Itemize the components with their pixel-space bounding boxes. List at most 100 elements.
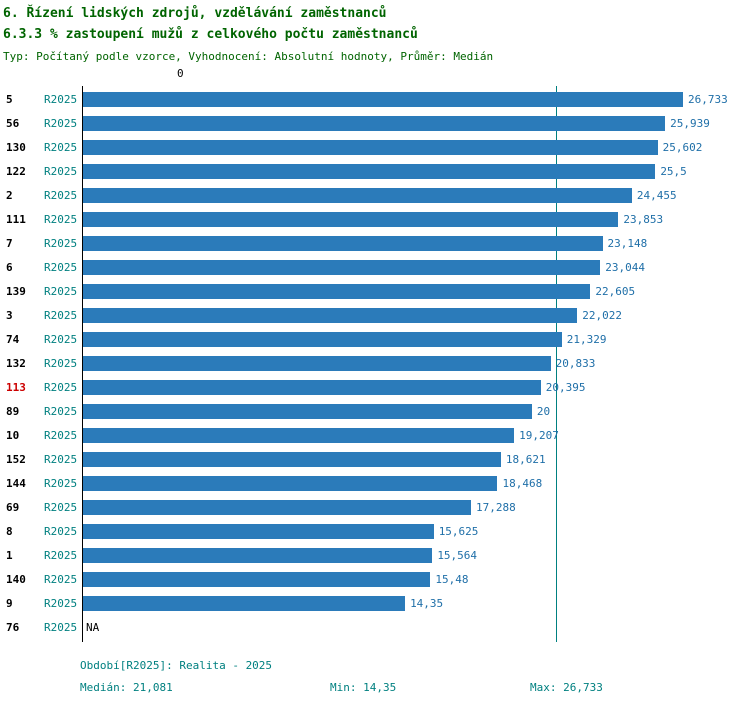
- bar: [83, 92, 683, 107]
- chart-row: 8 R2025 15,625: [0, 520, 750, 544]
- chart-row: 74 R2025 21,329: [0, 328, 750, 352]
- row-period-label: R2025: [44, 525, 78, 538]
- bar: [83, 380, 541, 395]
- bar-value-label: 15,564: [437, 549, 478, 562]
- bar: [83, 260, 601, 275]
- bar: [83, 548, 433, 563]
- bar-value-label: 15,625: [438, 525, 479, 538]
- row-period-label: R2025: [44, 453, 78, 466]
- row-period-label: R2025: [44, 405, 78, 418]
- row-id-label: 152: [6, 453, 26, 466]
- chart-row: 7 R2025 23,148: [0, 232, 750, 256]
- row-id-label: 2: [6, 189, 13, 202]
- chart-row: 56 R2025 25,939: [0, 112, 750, 136]
- chart-subtitle: Typ: Počítaný podle vzorce, Vyhodnocení:…: [3, 50, 494, 63]
- row-period-label: R2025: [44, 429, 78, 442]
- row-id-label: 3: [6, 309, 13, 322]
- chart-row: 2 R2025 24,455: [0, 184, 750, 208]
- chart-row: 144 R2025 18,468: [0, 472, 750, 496]
- chart-row: 9 R2025 14,35: [0, 592, 750, 616]
- row-id-label: 122: [6, 165, 26, 178]
- row-period-label: R2025: [44, 237, 78, 250]
- bar: [83, 116, 666, 131]
- row-id-label: 113: [6, 381, 26, 394]
- footer-min: Min: 14,35: [330, 681, 397, 694]
- bar-value-label: 23,853: [623, 213, 664, 226]
- row-id-label: 139: [6, 285, 26, 298]
- bar-value-label: 15,48: [435, 573, 469, 586]
- bar-value-label: 20: [536, 405, 551, 418]
- bar: [83, 428, 515, 443]
- y-axis-line: [82, 86, 83, 642]
- bar-value-label: 23,044: [605, 261, 645, 274]
- row-period-label: R2025: [44, 549, 78, 562]
- chart-row: 122 R2025 25,5: [0, 160, 750, 184]
- bar: [83, 404, 532, 419]
- bar-value-label: 17,288: [476, 501, 516, 514]
- bar: [83, 572, 431, 587]
- row-id-label: 5: [6, 93, 13, 106]
- bar-value-label: 24,455: [636, 189, 677, 202]
- row-period-label: R2025: [44, 213, 78, 226]
- footer-max: Max: 26,733: [530, 681, 603, 694]
- bar-value-label: 18,468: [502, 477, 543, 490]
- row-period-label: R2025: [44, 573, 78, 586]
- row-id-label: 111: [6, 213, 26, 226]
- bar-value-label: 20,833: [555, 357, 596, 370]
- row-period-label: R2025: [44, 117, 78, 130]
- row-period-label: R2025: [44, 309, 78, 322]
- row-period-label: R2025: [44, 477, 78, 490]
- row-id-label: 144: [6, 477, 26, 490]
- row-id-label: 89: [6, 405, 20, 418]
- row-period-label: R2025: [44, 621, 78, 634]
- bar: [83, 476, 498, 491]
- chart-row: 5 R2025 26,733: [0, 88, 750, 112]
- row-period-label: R2025: [44, 261, 78, 274]
- row-id-label: 76: [6, 621, 20, 634]
- row-id-label: 56: [6, 117, 20, 130]
- bar: [83, 164, 656, 179]
- bar-value-label: 26,733: [688, 93, 728, 106]
- chart-row: 69 R2025 17,288: [0, 496, 750, 520]
- bar-value-label: 14,35: [410, 597, 444, 610]
- bar: [83, 284, 591, 299]
- row-id-label: 130: [6, 141, 26, 154]
- chart-row: 140 R2025 15,48: [0, 568, 750, 592]
- bar-value-label: 25,602: [662, 141, 703, 154]
- bar: [83, 332, 562, 347]
- chart-row: 3 R2025 22,022: [0, 304, 750, 328]
- chart-row: 6 R2025 23,044: [0, 256, 750, 280]
- row-id-label: 69: [6, 501, 20, 514]
- chart-title-line1: 6. Řízení lidských zdrojů, vzdělávání za…: [3, 6, 387, 21]
- footer-period: Období[R2025]: Realita - 2025: [80, 659, 273, 672]
- row-period-label: R2025: [44, 357, 78, 370]
- chart-row: 111 R2025 23,853: [0, 208, 750, 232]
- row-period-label: R2025: [44, 501, 78, 514]
- bar: [83, 188, 632, 203]
- bar-value-label: 18,621: [505, 453, 546, 466]
- row-period-label: R2025: [44, 93, 78, 106]
- row-id-label: 9: [6, 597, 13, 610]
- bar-value-label: NA: [86, 621, 100, 634]
- chart-row: 10 R2025 19,207: [0, 424, 750, 448]
- row-period-label: R2025: [44, 189, 78, 202]
- bar: [83, 356, 551, 371]
- bar: [83, 452, 501, 467]
- bar-value-label: 19,207: [519, 429, 559, 442]
- row-period-label: R2025: [44, 285, 78, 298]
- row-id-label: 132: [6, 357, 26, 370]
- row-id-label: 140: [6, 573, 26, 586]
- row-period-label: R2025: [44, 165, 78, 178]
- chart-row: 113 R2025 20,395: [0, 376, 750, 400]
- row-period-label: R2025: [44, 381, 78, 394]
- row-id-label: 74: [6, 333, 20, 346]
- row-period-label: R2025: [44, 597, 78, 610]
- plot-rows: 5 R2025 26,733 56 R2025 25,939 130 R2025 25,602 1…: [0, 88, 750, 640]
- row-id-label: 1: [6, 549, 13, 562]
- bar: [83, 524, 434, 539]
- chart-row: 152 R2025 18,621: [0, 448, 750, 472]
- chart-row: 130 R2025 25,602: [0, 136, 750, 160]
- bar: [83, 212, 619, 227]
- bar: [83, 140, 658, 155]
